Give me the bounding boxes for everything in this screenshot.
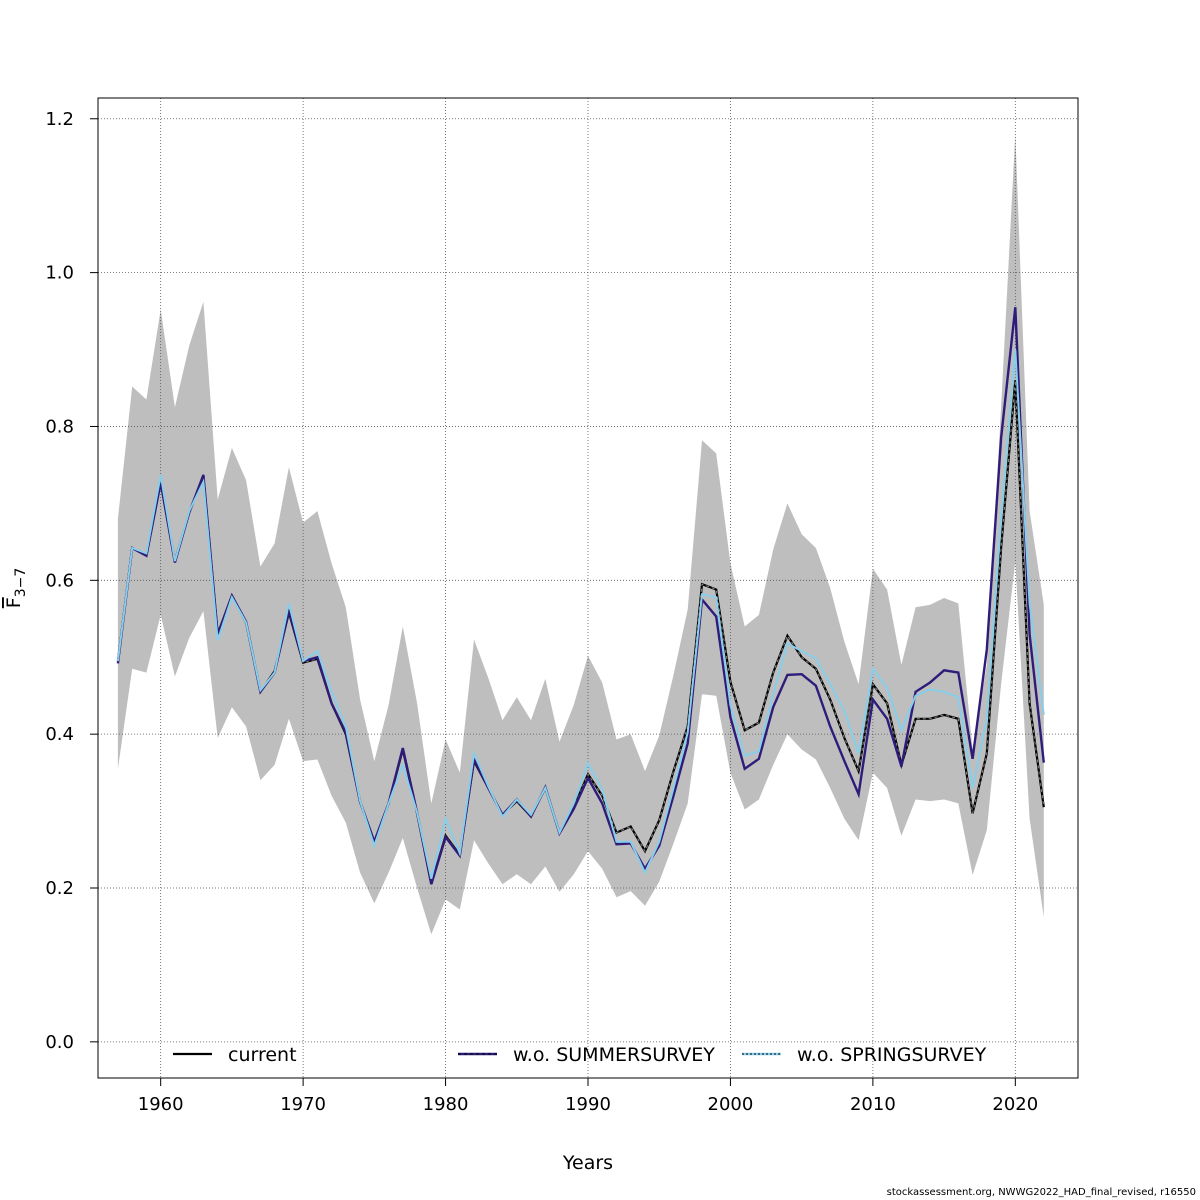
y-tick-label-0.6: 0.6 xyxy=(45,570,74,591)
x-tick-label-2020: 2020 xyxy=(992,1094,1038,1115)
axis-layer: 1960 1970 1980 1990 2000 2010 2020 0.0 0.2 0.4 0.6… xyxy=(45,109,1038,1115)
y-axis-title-sub: 3−7 xyxy=(13,568,29,598)
x-tick-label-2000: 2000 xyxy=(708,1094,754,1115)
x-tick-label-1960: 1960 xyxy=(138,1094,184,1115)
series-line-springsurvey xyxy=(116,349,1045,880)
x-tick-label-1980: 1980 xyxy=(423,1094,469,1115)
legend: current w.o. SUMMERSURVEY w.o. SPRINGSUR… xyxy=(173,1044,987,1066)
y-tick-label-0.0: 0.0 xyxy=(45,1032,74,1053)
legend-label-springsurvey: w.o. SPRINGSURVEY xyxy=(797,1044,987,1066)
x-tick-label-2010: 2010 xyxy=(850,1094,896,1115)
y-tick-label-1.2: 1.2 xyxy=(45,109,74,130)
y-axis-title: F3−7 xyxy=(3,568,29,608)
confidence-band xyxy=(117,134,1044,935)
footnote: stockassessment.org, NWWG2022_HAD_final_… xyxy=(886,1187,1196,1198)
x-axis-title: Years xyxy=(562,1152,613,1174)
legend-label-summersurvey: w.o. SUMMERSURVEY xyxy=(513,1044,715,1066)
grid-layer xyxy=(98,98,1078,1078)
svg-text:F3−7: F3−7 xyxy=(3,568,29,608)
y-tick-label-0.4: 0.4 xyxy=(45,724,74,745)
y-tick-label-1.0: 1.0 xyxy=(45,263,74,284)
y-axis-title-main: F xyxy=(3,597,25,608)
legend-label-current: current xyxy=(228,1044,297,1066)
x-tick-label-1990: 1990 xyxy=(565,1094,611,1115)
y-tick-label-0.8: 0.8 xyxy=(45,416,74,437)
series-layer xyxy=(116,307,1045,885)
y-tick-label-0.2: 0.2 xyxy=(45,878,74,899)
x-tick-label-1970: 1970 xyxy=(280,1094,326,1115)
confidence-band-layer xyxy=(117,134,1044,935)
